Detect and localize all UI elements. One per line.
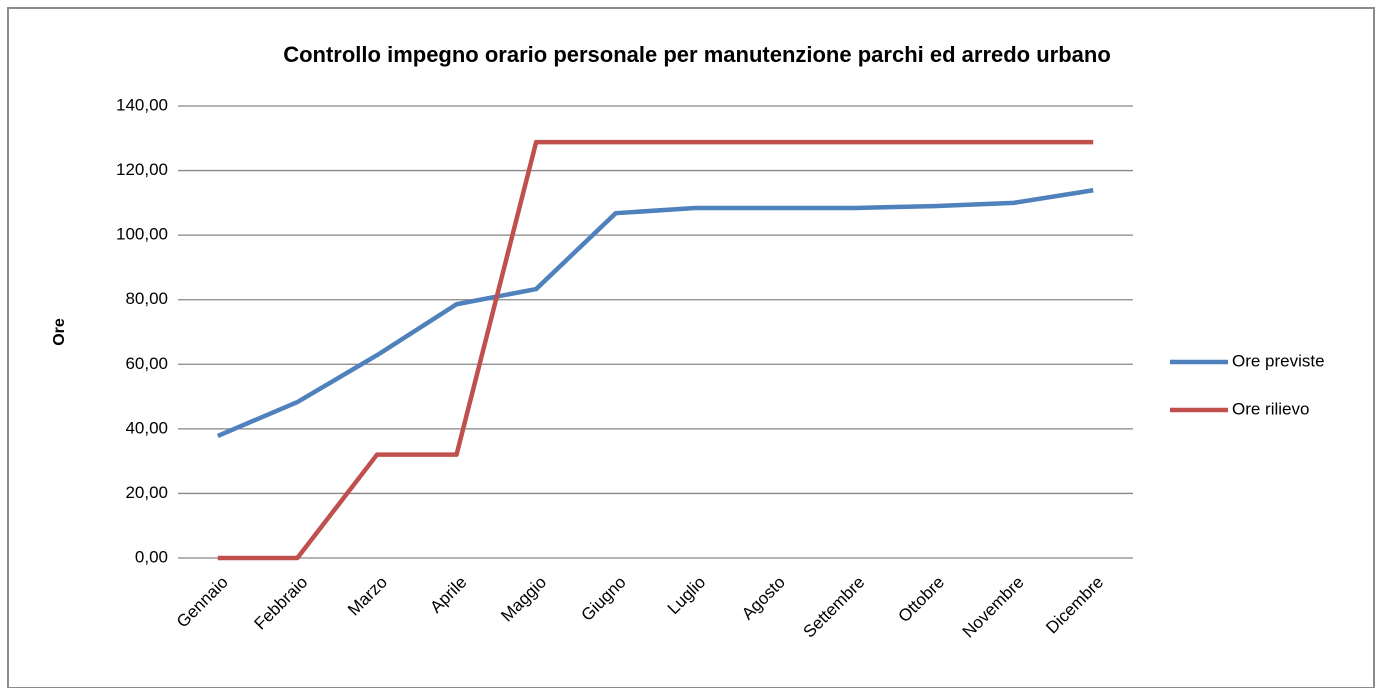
chart-border xyxy=(7,7,1375,688)
series-line xyxy=(216,188,1094,439)
legend-label: Ore rilievo xyxy=(1232,399,1309,418)
y-tick-label: 0,00 xyxy=(135,547,168,566)
y-tick-label: 80,00 xyxy=(125,289,168,308)
chart-title: Controllo impegno orario personale per m… xyxy=(283,42,1111,67)
y-tick-label: 100,00 xyxy=(116,225,168,244)
y-tick-label: 20,00 xyxy=(125,483,168,502)
y-axis-label: Ore xyxy=(51,318,68,346)
legend-label: Ore previste xyxy=(1232,351,1325,370)
y-tick-label: 120,00 xyxy=(116,160,168,179)
y-tick-label: 140,00 xyxy=(116,95,168,114)
series-line xyxy=(217,139,1094,561)
y-tick-label: 60,00 xyxy=(125,354,168,373)
y-tick-label: 40,00 xyxy=(125,418,168,437)
